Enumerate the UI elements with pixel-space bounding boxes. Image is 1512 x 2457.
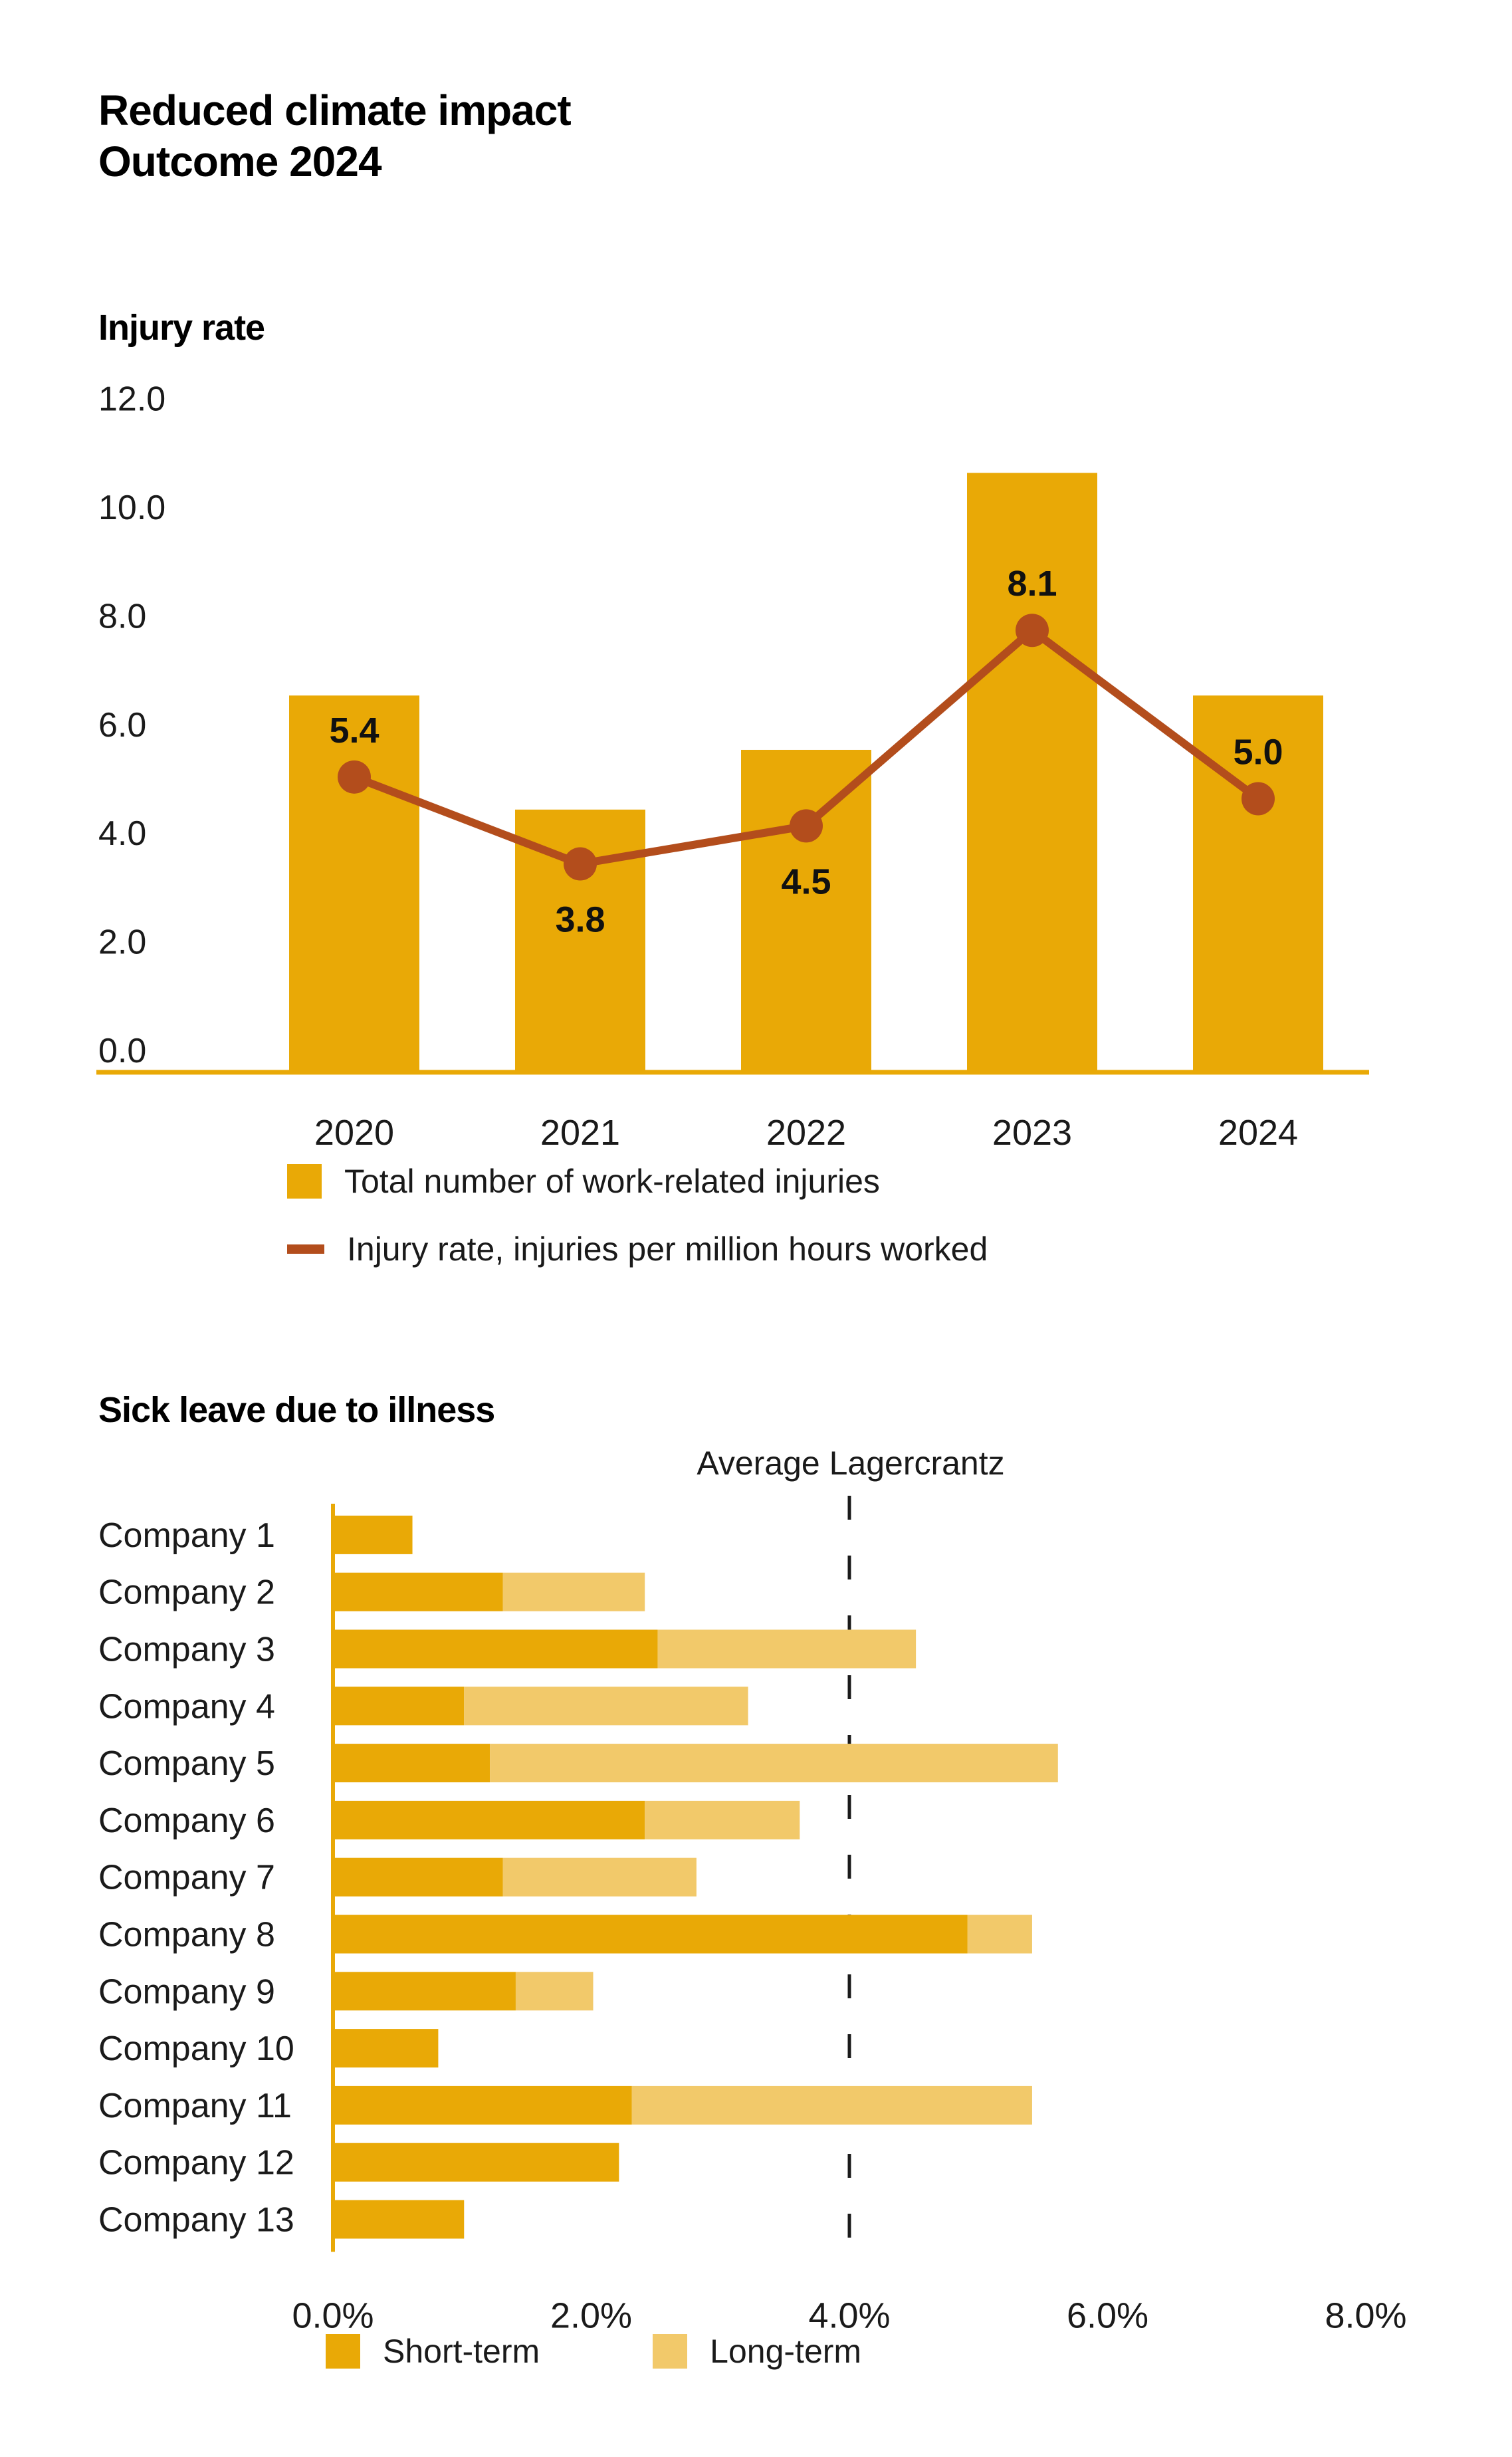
x-axis-category-label: 2020	[314, 1113, 394, 1153]
average-lagercrantz-label: Average Lagercrantz	[697, 1445, 1005, 1482]
short-term-swatch-icon	[326, 2334, 360, 2369]
legend-row-line: Injury rate, injuries per million hours …	[287, 1230, 988, 1268]
legend-row-short-term: Short-term	[326, 2332, 540, 2371]
legend-row-bars: Total number of work-related injuries	[287, 1162, 988, 1201]
y-axis-tick-label: 12.0	[98, 380, 165, 419]
company-label: Company 11	[98, 2087, 292, 2125]
short-term-bar	[335, 1515, 413, 1554]
injury-chart-legend: Total number of work-related injuries In…	[287, 1162, 988, 1268]
injury-bar	[741, 749, 871, 1070]
company-label: Company 13	[98, 2201, 294, 2240]
y-axis-tick-label: 6.0	[98, 706, 146, 745]
y-axis-tick-label: 2.0	[98, 923, 146, 962]
sick-leave-chart: Company 1 Company 2 Company 3 Company 4 Comp…	[98, 1496, 1407, 2335]
company-label: Company 8	[98, 1916, 275, 1954]
line-data-label: 5.0	[1233, 733, 1283, 772]
company-label: Company 1	[98, 1516, 275, 1555]
long-term-bar	[967, 1915, 1032, 1954]
long-term-bar	[502, 1572, 645, 1611]
y-axis-tick-label: 10.0	[98, 489, 165, 527]
injury-rate-point	[1242, 782, 1275, 816]
sick-leave-legend: Short-term Long-term	[326, 2332, 861, 2371]
line-series-swatch-icon	[287, 1244, 324, 1254]
line-data-label: 4.5	[781, 862, 831, 901]
injury-rate-heading: Injury rate	[98, 308, 265, 348]
long-term-bar	[490, 1744, 1058, 1783]
short-term-bar	[335, 1572, 503, 1611]
x-axis-tick-label: 6.0%	[1067, 2295, 1148, 2335]
injury-rate-point	[564, 847, 597, 881]
injury-rate-point	[338, 760, 371, 794]
company-label: Company 3	[98, 1631, 275, 1669]
short-term-bar	[335, 2029, 439, 2068]
line-series-label: Injury rate, injuries per million hours …	[347, 1230, 988, 1268]
long-term-bar	[657, 1629, 917, 1669]
injury-rate-chart: 0.0 2.0 4.0 6.0 8.0 10.0 12.0 5.4 3.8 4.5 8.1 5.0 20…	[96, 380, 1369, 1153]
short-term-bar	[335, 2143, 619, 2182]
y-axis-tick-label: 0.0	[98, 1032, 146, 1070]
x-axis-category-label: 2021	[540, 1113, 620, 1153]
company-label: Company 9	[98, 1972, 275, 2011]
sick-leave-heading: Sick leave due to illness	[98, 1390, 495, 1430]
injury-rate-point	[1016, 614, 1049, 647]
x-axis-category-label: 2024	[1218, 1113, 1298, 1153]
short-term-bar	[335, 1744, 490, 1783]
injury-bar	[967, 473, 1097, 1070]
page-title: Reduced climate impact Outcome 2024	[98, 85, 572, 187]
injury-rate-point	[790, 809, 823, 843]
page-title-line1: Reduced climate impact	[98, 86, 572, 134]
x-axis-tick-label: 0.0%	[292, 2295, 374, 2335]
company-label: Company 2	[98, 1574, 275, 1612]
x-axis-tick-label: 4.0%	[808, 2295, 890, 2335]
bar-series-swatch-icon	[287, 1164, 322, 1199]
company-label: Company 6	[98, 1802, 275, 1840]
long-term-bar	[631, 2085, 1032, 2125]
short-term-bar	[335, 1800, 645, 1839]
company-label: Company 10	[98, 2030, 294, 2068]
line-data-label: 8.1	[1007, 564, 1057, 604]
injury-bar	[289, 695, 419, 1070]
line-data-label: 3.8	[555, 900, 605, 940]
line-data-label: 5.4	[329, 711, 379, 751]
short-term-bar	[335, 1857, 503, 1897]
short-term-bar	[335, 1687, 465, 1726]
long-term-bar	[464, 1687, 748, 1726]
x-axis-category-label: 2023	[992, 1113, 1072, 1153]
short-term-bar	[335, 1915, 968, 1954]
company-label: Company 5	[98, 1744, 275, 1783]
short-term-bar	[335, 2200, 465, 2239]
x-axis-tick-label: 2.0%	[550, 2295, 632, 2335]
company-label: Company 4	[98, 1687, 275, 1726]
long-term-label: Long-term	[710, 2333, 862, 2370]
short-term-bar	[335, 2085, 632, 2125]
y-axis-tick-label: 8.0	[98, 597, 146, 636]
short-term-bar	[335, 1972, 516, 2011]
long-term-bar	[502, 1857, 697, 1897]
long-term-bar	[645, 1800, 800, 1839]
long-term-bar	[515, 1972, 594, 2011]
company-label: Company 7	[98, 1859, 275, 1897]
short-term-label: Short-term	[383, 2333, 540, 2370]
company-label: Company 12	[98, 2144, 294, 2182]
short-term-bar	[335, 1629, 658, 1669]
x-axis-tick-label: 8.0%	[1325, 2295, 1406, 2335]
x-axis-category-label: 2022	[766, 1113, 846, 1153]
page-title-line2: Outcome 2024	[98, 137, 382, 185]
y-axis-tick-label: 4.0	[98, 814, 146, 853]
legend-row-long-term: Long-term	[653, 2332, 861, 2371]
bar-series-label: Total number of work-related injuries	[344, 1163, 880, 1200]
long-term-swatch-icon	[653, 2334, 688, 2369]
injury-bar	[1193, 695, 1323, 1070]
